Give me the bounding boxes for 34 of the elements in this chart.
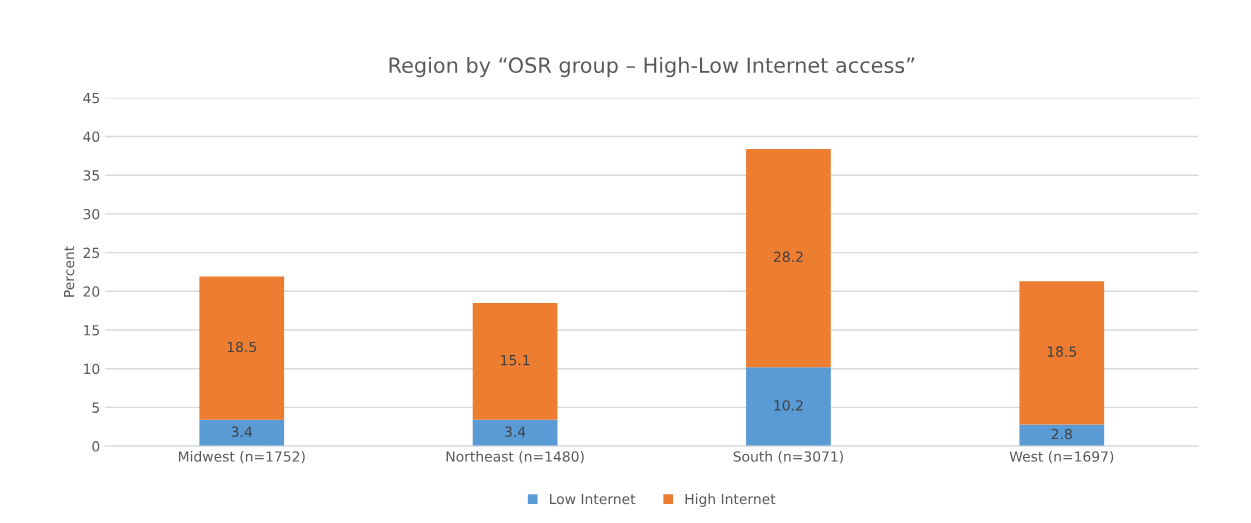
bar: [1019, 424, 1105, 447]
chart-title: Region by “OSR group – High-Low Internet access”: [389, 56, 915, 78]
bar: [746, 148, 831, 368]
bar: [199, 276, 285, 420]
x-tick-label: Midwest (n=1752): [178, 450, 305, 464]
y-tick-label: 30: [83, 208, 100, 220]
y-tick-label: 5: [92, 402, 100, 413]
y-tick-label: 25: [83, 247, 100, 259]
bar: [746, 367, 831, 447]
x-tick-label: Northeast (n=1480): [446, 450, 584, 464]
data-label: 10.2: [774, 400, 803, 411]
data-label: 18.5: [1047, 346, 1077, 357]
data-label: 15.1: [501, 355, 530, 366]
bar: [1019, 281, 1105, 425]
y-axis-title: Percent: [63, 246, 75, 297]
bar: [472, 419, 558, 447]
legend-label: High Internet: [685, 493, 776, 507]
data-label: 3.4: [505, 426, 526, 437]
legend-label: Low Internet: [550, 493, 636, 505]
y-tick-label: 10: [84, 363, 100, 375]
x-tick-label: West (n=1697): [1009, 451, 1114, 464]
y-tick-label: 20: [83, 286, 100, 297]
data-label: 18.5: [227, 341, 257, 353]
data-label: 28.2: [774, 251, 803, 263]
y-tick-label: 0: [92, 441, 100, 452]
y-tick-label: 45: [83, 92, 100, 104]
y-tick-label: 35: [83, 170, 100, 181]
data-label: 3.4: [231, 426, 253, 437]
y-tick-label: 40: [83, 131, 100, 142]
bar: [472, 302, 558, 420]
bar: [199, 419, 285, 447]
data-label: 2.8: [1051, 428, 1072, 440]
x-tick-label: South (n=3071): [733, 450, 843, 464]
y-tick-label: 15: [84, 325, 100, 336]
